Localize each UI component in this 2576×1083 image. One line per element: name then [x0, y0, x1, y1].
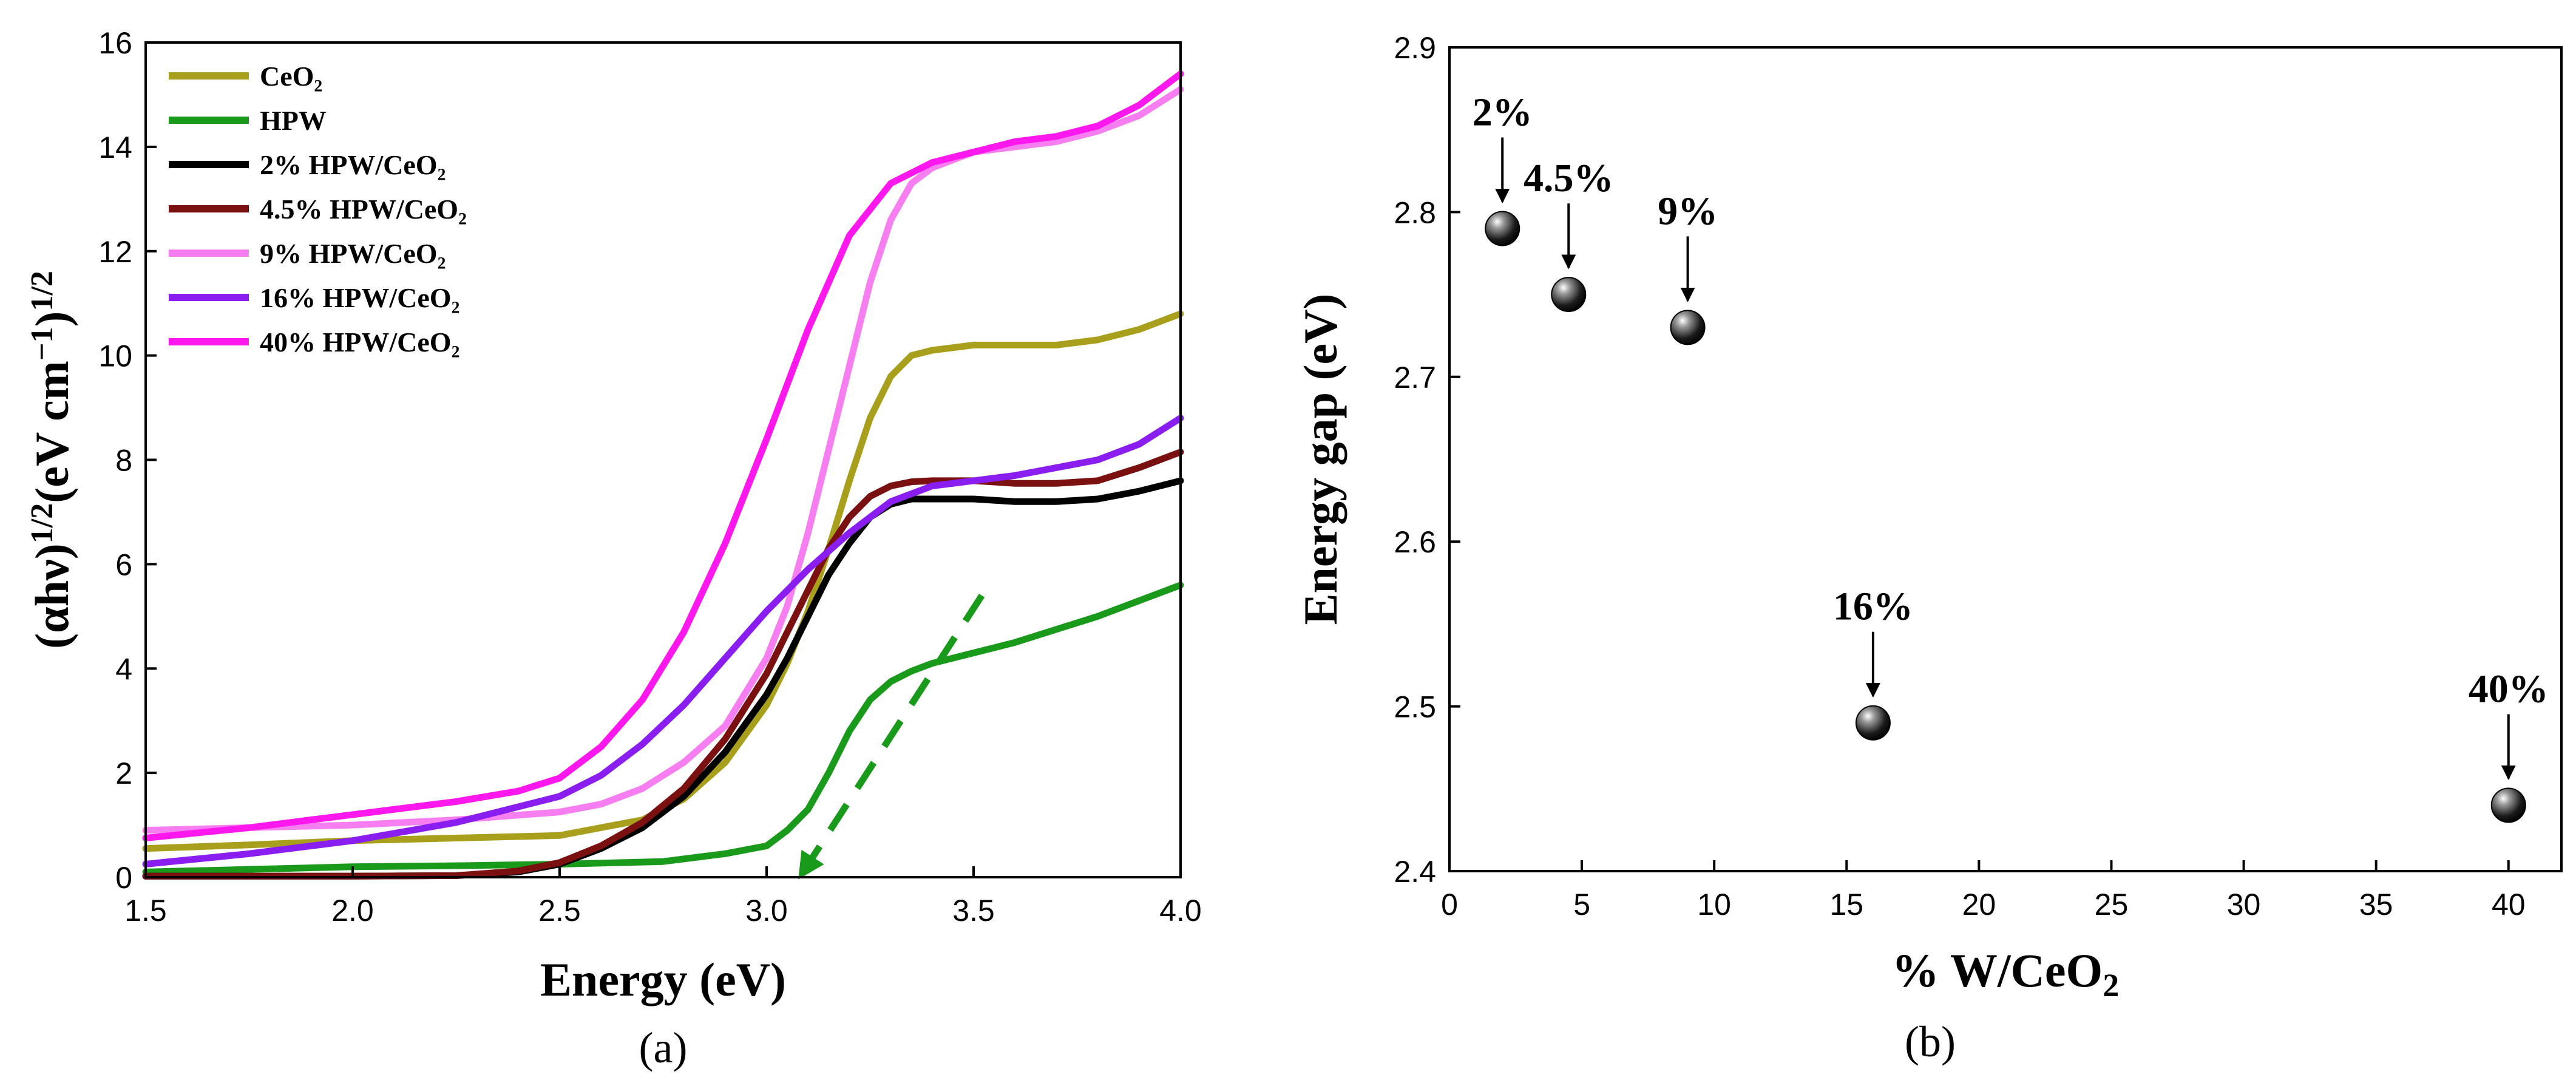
a-series-lines	[142, 70, 1184, 880]
a-dashed-arrow	[796, 593, 985, 880]
b-y-tick-label: 2.8	[1394, 195, 1436, 229]
a-y-tick-label: 10	[98, 339, 132, 373]
b-y-tick-label: 2.6	[1394, 525, 1436, 559]
a-series-line-5	[142, 415, 1184, 867]
b-plot-frame	[1448, 46, 2563, 872]
a-legend-label-0: CeO₂	[260, 61, 322, 92]
b-x-tick-label: 10	[1697, 888, 1731, 922]
panel-a-uv-vis-chart: 1.5 2.0 2.5 3.0 3.5 4.0 0 2 4 6 8 10 12 14 16 CeO₂ HPW 2…	[25, 26, 1202, 1072]
a-y-tick-label: 8	[115, 444, 132, 478]
a-series-line-6	[142, 70, 1184, 841]
a-y-tick-label: 16	[98, 26, 132, 60]
a-axes: 1.5 2.0 2.5 3.0 3.5 4.0 0 2 4 6 8 10 12 14 16	[98, 26, 1201, 928]
a-legend-label-5: 16% HPW/CeO₂	[260, 282, 459, 313]
a-y-tick-label: 0	[115, 861, 132, 895]
b-point-label-3: 16%	[1833, 585, 1913, 629]
b-point-label-1: 4.5%	[1524, 156, 1614, 200]
a-x-axis-title: Energy (eV)	[540, 953, 786, 1006]
a-legend-label-6: 40% HPW/CeO₂	[260, 327, 459, 358]
b-y-tick-label: 2.4	[1394, 855, 1436, 889]
b-data-point-3	[1855, 705, 1891, 741]
b-x-tick-label: 35	[2359, 888, 2393, 922]
a-ylabel-part3: )	[25, 311, 78, 327]
b-x-axis-title: % W/CeO2	[1892, 944, 2119, 1003]
a-x-tick-label: 3.5	[952, 894, 995, 928]
a-ylabel-sup2: −1	[25, 327, 59, 361]
b-x-tick-label: 30	[2227, 888, 2261, 922]
b-y-tick-label: 2.7	[1394, 361, 1436, 395]
a-x-tick-label: 2.5	[538, 894, 581, 928]
b-x-tick-label: 15	[1829, 888, 1863, 922]
b-x-tick-label: 20	[1962, 888, 1996, 922]
b-data-point-1	[1551, 277, 1587, 313]
a-x-tick-label: 4.0	[1159, 894, 1202, 928]
b-data-point-4	[2490, 787, 2526, 823]
a-ylabel-part2: (eV cm	[25, 361, 78, 503]
b-scatter-points: 2% 4.5% 9% 16% 40%	[1473, 90, 2549, 823]
a-x-tick-label: 1.5	[124, 894, 167, 928]
a-ylabel-sup3: 1/2	[25, 271, 59, 311]
a-legend-label-2: 2% HPW/CeO₂	[260, 149, 446, 180]
a-legend-label-3: 4.5% HPW/CeO₂	[260, 194, 467, 225]
b-point-label-4: 40%	[2469, 667, 2549, 711]
b-point-label-2: 9%	[1658, 189, 1718, 233]
b-point-label-0: 2%	[1473, 90, 1533, 135]
b-y-axis-title: Energy gap (eV)	[1294, 294, 1347, 625]
a-y-tick-label: 6	[115, 548, 132, 582]
b-x-tick-label: 5	[1573, 888, 1590, 922]
a-legend-label-1: HPW	[260, 105, 327, 136]
a-legend: CeO₂ HPW 2% HPW/CeO₂ 4.5% HPW/CeO₂ 9% HPW/Ce…	[169, 61, 467, 358]
panel-b-caption: (b)	[1905, 1017, 1956, 1066]
a-ylabel-sup1: 1/2	[25, 503, 59, 543]
panel-a-caption: (a)	[639, 1024, 688, 1072]
a-series-line-3	[142, 449, 1184, 880]
a-x-tick-label: 3.0	[745, 894, 788, 928]
b-x-tick-label: 40	[2492, 888, 2526, 922]
a-dashed-arrow-annotation	[796, 593, 985, 880]
a-y-axis-title: (αhν)1/2(eV cm−1)1/2	[25, 271, 78, 649]
a-ylabel-part1: (αhν)	[25, 543, 78, 649]
b-xlabel-main: % W/CeO	[1892, 944, 2103, 997]
a-legend-label-4: 9% HPW/CeO₂	[260, 238, 446, 269]
b-data-point-2	[1670, 310, 1706, 345]
b-data-point-0	[1485, 211, 1520, 246]
b-axes: 0 5 10 15 20 25 30 35 40 2.4 2.5 2.6 2.7 2.8 2.9	[1394, 31, 2563, 922]
b-xlabel-sub: 2	[2103, 967, 2119, 1003]
a-series-line-0	[142, 310, 1184, 852]
a-y-tick-label: 12	[98, 235, 132, 269]
b-y-tick-label: 2.9	[1394, 31, 1436, 65]
a-y-tick-label: 2	[115, 756, 132, 790]
a-x-tick-label: 2.0	[331, 894, 374, 928]
a-series-line-1	[142, 582, 1184, 875]
b-x-tick-label: 25	[2095, 888, 2129, 922]
a-y-tick-label: 14	[98, 131, 132, 165]
a-y-tick-label: 4	[115, 652, 132, 686]
b-y-tick-label: 2.5	[1394, 690, 1436, 724]
a-series-line-4	[142, 86, 1184, 834]
panel-b-energy-gap-chart: 0 5 10 15 20 25 30 35 40 2.4 2.5 2.6 2.7 2.8 2.9 2% 4.5…	[1294, 31, 2563, 1066]
b-x-tick-label: 0	[1441, 888, 1458, 922]
a-series-line-2	[142, 477, 1184, 880]
